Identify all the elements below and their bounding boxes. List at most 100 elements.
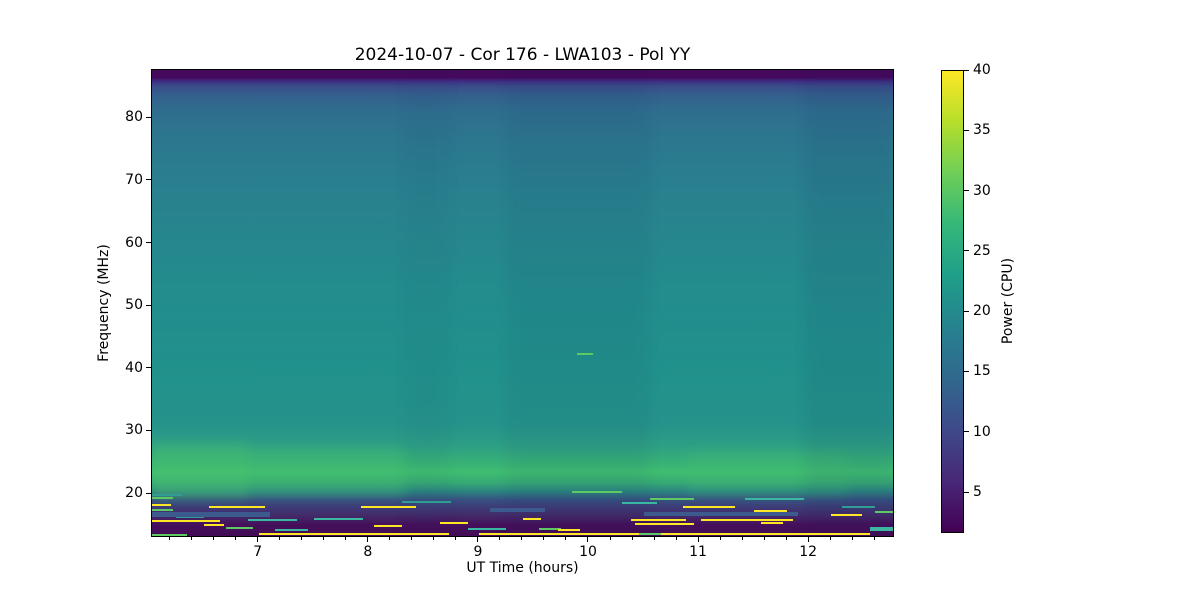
x-minor-tick xyxy=(631,537,633,540)
rfi-streak xyxy=(152,493,182,496)
rfi-streak xyxy=(152,504,171,507)
x-tick-label: 12 xyxy=(799,544,818,560)
x-tick-label: 7 xyxy=(253,544,263,560)
rfi-streak xyxy=(831,513,862,516)
x-minor-tick xyxy=(411,537,413,540)
x-minor-tick xyxy=(609,537,611,540)
x-minor-tick xyxy=(279,537,281,540)
y-tick xyxy=(146,304,151,306)
colorbar-tick xyxy=(964,69,969,71)
colorbar-tick-label: 10 xyxy=(973,423,991,440)
rfi-streak xyxy=(152,509,173,512)
x-minor-tick xyxy=(389,537,391,540)
rfi-streak xyxy=(401,500,452,503)
x-axis-label: UT Time (hours) xyxy=(466,560,579,576)
y-tick-label: 30 xyxy=(125,422,143,439)
rfi-streak xyxy=(576,353,594,356)
x-minor-tick xyxy=(521,537,523,540)
x-minor-tick xyxy=(499,537,501,540)
colorbar-tick xyxy=(964,190,969,192)
rfi-streak xyxy=(760,521,783,524)
rfi-streak xyxy=(701,518,793,521)
rfi-streak xyxy=(539,527,562,530)
rfi-streak xyxy=(842,505,876,508)
colorbar-tick-label: 20 xyxy=(973,303,991,320)
rfi-streak xyxy=(638,533,661,536)
x-minor-tick xyxy=(829,537,831,540)
x-minor-tick xyxy=(213,537,215,540)
x-minor-tick xyxy=(653,537,655,540)
y-tick-label: 60 xyxy=(125,234,143,251)
rfi-streak xyxy=(630,518,686,521)
rfi-streak xyxy=(754,510,788,513)
colorbar-tick xyxy=(964,431,969,433)
x-tick xyxy=(477,537,479,542)
x-minor-tick xyxy=(719,537,721,540)
rfi-streak xyxy=(635,522,694,525)
x-minor-tick xyxy=(455,537,457,540)
y-tick xyxy=(146,179,151,181)
rfi-streak xyxy=(440,521,468,524)
x-tick xyxy=(587,537,589,542)
rfi-streak xyxy=(572,491,622,494)
rfi-streak xyxy=(152,520,221,523)
rfi-streak xyxy=(152,533,188,536)
colorbar-tick xyxy=(964,491,969,493)
colorbar-tick xyxy=(964,129,969,131)
plot-title: 2024-10-07 - Cor 176 - LWA103 - Pol YY xyxy=(354,45,691,65)
colorbar-tick-label: 30 xyxy=(973,182,991,199)
colorbar-label: Power (CPU) xyxy=(1000,257,1016,345)
band-highlight xyxy=(152,447,408,498)
rfi-streak xyxy=(152,512,270,518)
rfi-streak xyxy=(152,496,173,499)
rfi-streak xyxy=(361,506,417,509)
x-minor-tick xyxy=(741,537,743,540)
x-minor-tick xyxy=(675,537,677,540)
rfi-streak xyxy=(258,532,450,535)
x-minor-tick xyxy=(851,537,853,540)
rfi-streak xyxy=(478,533,639,536)
rfi-streak xyxy=(374,525,402,528)
time-shading xyxy=(402,70,452,537)
x-tick xyxy=(697,537,699,542)
colorbar-tick-label: 35 xyxy=(973,122,991,139)
rfi-streak xyxy=(225,526,254,529)
x-minor-tick xyxy=(301,537,303,540)
rfi-streak xyxy=(869,526,893,531)
band-highlight xyxy=(152,440,248,501)
x-minor-tick xyxy=(543,537,545,540)
y-tick-label: 70 xyxy=(125,171,143,188)
rfi-streak xyxy=(875,511,893,514)
colorbar xyxy=(941,70,964,533)
rfi-streak xyxy=(247,518,298,521)
y-tick xyxy=(146,367,151,369)
colorbar-tick-label: 40 xyxy=(973,62,991,78)
colorbar-tick xyxy=(964,310,969,312)
plot-area xyxy=(151,69,894,537)
x-tick-label: 9 xyxy=(473,544,483,560)
band-highlight xyxy=(688,450,848,498)
rfi-streak xyxy=(622,501,658,504)
rfi-streak xyxy=(313,518,364,521)
x-tick-label: 10 xyxy=(579,544,597,560)
x-tick xyxy=(257,537,259,542)
rfi-streak xyxy=(682,506,736,509)
time-shading xyxy=(506,70,650,536)
y-tick xyxy=(146,242,151,244)
rfi-streak xyxy=(745,498,804,501)
colorbar-tick-label: 5 xyxy=(973,484,982,500)
x-minor-tick xyxy=(235,537,237,540)
colorbar-tick-label: 15 xyxy=(973,363,991,380)
y-tick-label: 80 xyxy=(125,109,143,126)
rfi-streak xyxy=(489,507,545,512)
x-tick-label: 8 xyxy=(363,544,373,560)
x-minor-tick xyxy=(565,537,567,540)
y-tick-label: 50 xyxy=(125,297,143,314)
rfi-streak xyxy=(558,528,581,531)
x-minor-tick xyxy=(345,537,347,540)
x-minor-tick xyxy=(785,537,787,540)
x-minor-tick xyxy=(873,537,875,540)
rfi-streak xyxy=(275,528,309,531)
rfi-streak xyxy=(203,523,224,526)
